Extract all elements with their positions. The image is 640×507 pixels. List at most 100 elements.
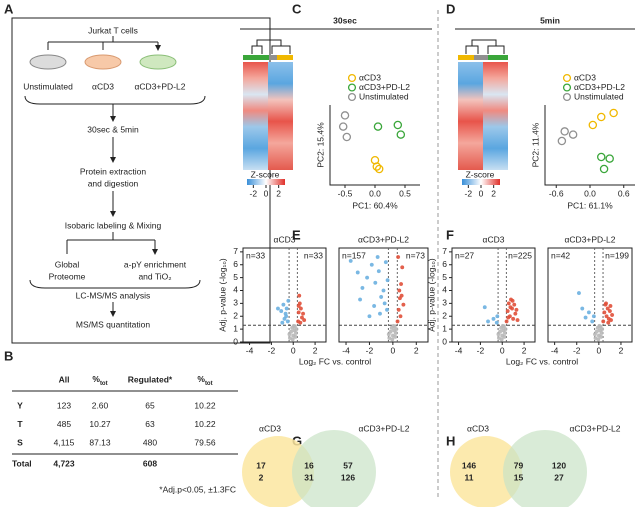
x-tick-label: 0.5 xyxy=(399,188,411,198)
point xyxy=(293,334,298,339)
venn-count-up: 79 xyxy=(514,460,524,470)
point xyxy=(609,108,618,118)
venn-count-down: 2 xyxy=(259,472,264,482)
count-annotation: n=33 xyxy=(304,250,323,260)
step-label: Proteome xyxy=(49,271,86,281)
arrow xyxy=(66,240,155,254)
colorbar-tick-label: 0 xyxy=(479,188,484,198)
panel-label: H xyxy=(446,433,455,448)
table-cell: 79.56 xyxy=(194,437,216,447)
dendrogram xyxy=(251,39,291,54)
y-tick-label: 4 xyxy=(442,285,447,295)
panel-label: E xyxy=(292,227,301,242)
count-annotation: n=73 xyxy=(406,250,425,260)
x-axis-label: Log₂ FC vs. control xyxy=(506,356,578,366)
condition-label: αCD3+PD-L2 xyxy=(135,81,186,91)
x-tick-label: -0.5 xyxy=(338,188,353,198)
arrow xyxy=(47,42,158,50)
y-tick-label: 5 xyxy=(442,272,447,282)
table-cell: 123 xyxy=(57,400,71,410)
point xyxy=(597,112,606,122)
y-tick-label: 1 xyxy=(442,323,447,333)
point xyxy=(385,278,390,283)
table-header-sub: tot xyxy=(100,381,108,387)
table-cell: 2.60 xyxy=(92,400,109,410)
panel-label: A xyxy=(4,1,14,16)
point xyxy=(599,331,604,335)
chart-title: αCD3 xyxy=(483,234,505,244)
point xyxy=(284,314,289,319)
table-total: 4,723 xyxy=(53,458,75,468)
group-bar xyxy=(488,55,508,60)
legend-label: αCD3+PD-L2 xyxy=(574,82,625,92)
point xyxy=(591,314,596,319)
table-cell: 63 xyxy=(145,419,155,429)
point xyxy=(599,164,609,174)
chart-title: αCD3+PD-L2 xyxy=(565,234,616,244)
venn-count-up: 146 xyxy=(462,460,476,470)
bracket xyxy=(29,279,201,289)
point xyxy=(300,315,304,320)
venn-count-up: 57 xyxy=(343,460,353,470)
point xyxy=(286,298,291,303)
connector xyxy=(48,36,158,43)
x-tick-label: 2 xyxy=(619,345,624,355)
point xyxy=(381,288,386,293)
step-label: Protein extraction xyxy=(80,166,146,176)
point xyxy=(399,282,404,287)
chart-title: 30sec xyxy=(333,15,357,25)
venn-set xyxy=(503,430,587,507)
point xyxy=(296,310,301,315)
point xyxy=(378,311,382,316)
colorbar xyxy=(247,179,285,185)
point xyxy=(280,320,285,325)
y-tick-label: 7 xyxy=(442,246,447,256)
venn-count-down: 15 xyxy=(514,472,524,482)
point xyxy=(602,310,607,315)
point xyxy=(340,111,350,120)
point xyxy=(557,136,567,146)
dish xyxy=(139,54,177,70)
y-tick-label: 3 xyxy=(442,298,447,308)
point xyxy=(511,316,516,321)
x-tick-label: -2 xyxy=(477,345,485,355)
panel-label: D xyxy=(446,1,455,16)
x-tick-label: -0.6 xyxy=(549,188,564,198)
step-label: Isobaric labeling & Mixing xyxy=(65,220,162,230)
x-tick-label: 0 xyxy=(596,345,601,355)
point xyxy=(508,305,513,310)
point xyxy=(606,320,611,325)
x-axis-label: PC1: 61.1% xyxy=(567,200,613,210)
legend-label: αCD3 xyxy=(359,72,381,82)
table-total-label: Total xyxy=(12,458,32,468)
table-header-sub: tot xyxy=(205,381,213,387)
point xyxy=(393,120,403,130)
venn-set-label: αCD3+PD-L2 xyxy=(570,423,621,433)
point xyxy=(588,120,598,130)
point xyxy=(399,293,404,298)
x-tick-label: -2 xyxy=(268,345,276,355)
point xyxy=(348,258,353,263)
point xyxy=(495,314,500,319)
colorbar-tick-label: 2 xyxy=(491,188,496,198)
condition-label: αCD3 xyxy=(92,81,114,91)
point xyxy=(586,310,591,315)
x-tick-label: 2 xyxy=(522,345,527,355)
point xyxy=(604,301,608,306)
point xyxy=(510,298,515,303)
point xyxy=(297,293,302,298)
point xyxy=(369,262,374,267)
table-cell: 65 xyxy=(145,400,155,410)
y-tick-label: 1 xyxy=(233,323,238,333)
chart-title: αCD3+PD-L2 xyxy=(358,234,409,244)
venn-count-down: 126 xyxy=(341,472,355,482)
legend-label: Unstimulated xyxy=(359,91,409,101)
colorbar-tick-label: -2 xyxy=(465,188,473,198)
point xyxy=(609,318,613,323)
step-label: and digestion xyxy=(88,178,139,188)
point xyxy=(287,332,292,337)
group-bar xyxy=(458,55,474,60)
point xyxy=(298,320,303,325)
count-annotation: n=27 xyxy=(455,250,474,260)
point xyxy=(506,301,511,306)
